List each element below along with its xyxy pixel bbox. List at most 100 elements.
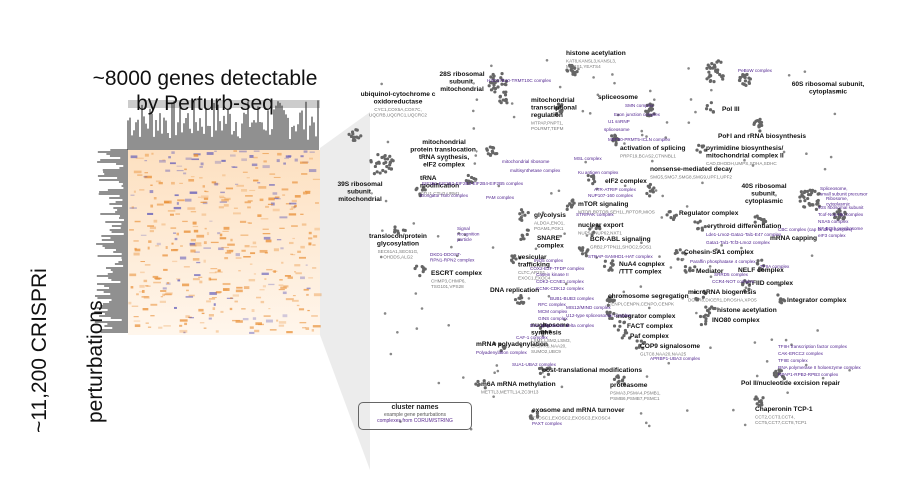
- scatter-point: [496, 79, 500, 83]
- scatter-point: [538, 326, 543, 330]
- scatter-point: [693, 265, 697, 269]
- cluster-label: Pol I and rRNA biosynthesis: [718, 133, 806, 140]
- cluster-name: mRNA polyadenylation: [476, 341, 548, 348]
- scatter-point: [616, 328, 620, 332]
- cluster-name: erythroid differentiation: [707, 223, 781, 230]
- complex-name: Spliceosome,: [820, 186, 848, 191]
- complex-label: APRBP1-UBA3 complex: [650, 356, 701, 361]
- scatter-point: [714, 69, 718, 73]
- complex-label: PAXT complex: [532, 421, 563, 426]
- cluster-name: glycosylation: [377, 241, 419, 248]
- scatter-point: [648, 102, 652, 106]
- scatter-point: [703, 322, 708, 326]
- scatter-point: [517, 296, 521, 300]
- cluster-name: cytoplasmic: [745, 198, 783, 205]
- scatter-point: [495, 151, 499, 156]
- cluster-name: Integrator complex: [787, 297, 847, 304]
- complex-label: CBC complex (cap binding complex): [778, 227, 853, 232]
- scatter-point: [519, 208, 524, 212]
- scatter-point: [704, 317, 708, 321]
- scatter-point: [496, 369, 500, 373]
- complex-name: U1 snRNP: [608, 119, 630, 124]
- scatter-point: [639, 285, 643, 288]
- scatter-point: [526, 210, 530, 215]
- cluster-name: Paf complex: [630, 333, 669, 340]
- scatter-point: [623, 328, 628, 333]
- scatter-point: [814, 207, 819, 211]
- perturbations-line-2: perturbations: [84, 300, 107, 423]
- scatter-point: [833, 215, 837, 220]
- scatter-point: [848, 368, 851, 372]
- scatter-point: [665, 213, 669, 217]
- scatter-point: [758, 117, 762, 121]
- cluster-name: histone acetylation: [717, 307, 777, 314]
- cluster-name: subunit,: [449, 79, 475, 86]
- scatter-point: [651, 159, 654, 163]
- scatter-point: [525, 232, 529, 237]
- scatter-point: [486, 152, 490, 156]
- scatter-point: [560, 385, 564, 389]
- complex-label: TFIIA complex: [760, 264, 790, 269]
- complex-name: NUP107-160 complex: [588, 193, 634, 198]
- cluster-genes: MTPAP,PNPT1,: [531, 121, 563, 126]
- scatter-point: [639, 339, 643, 343]
- scatter-point: [418, 192, 422, 196]
- cluster-name: NuA4 complex: [619, 261, 665, 268]
- scatter-point: [403, 228, 407, 233]
- scatter-point: [623, 184, 627, 188]
- cluster-name: pyrimidine biosynthesis/: [706, 145, 783, 152]
- cluster-name: microRNA biogenesis: [688, 289, 757, 296]
- cluster-label: Chaperonin TCP-1 CCT2,CCT3,CCT4,CCT5,CCT7…: [755, 406, 813, 425]
- scatter-point: [649, 113, 653, 117]
- cluster-name: mitochondrial: [338, 196, 382, 203]
- complex-label: Casein kinase II: [536, 272, 569, 277]
- scatter-point: [623, 142, 626, 145]
- scatter-point: [743, 158, 746, 162]
- scatter-point: [683, 269, 687, 273]
- legend-complexes: complexes from CORUM/STRING: [377, 418, 453, 424]
- scatter-point: [705, 66, 709, 70]
- scatter-point: [758, 216, 762, 221]
- scatter-point: [596, 93, 600, 97]
- scatter-point: [732, 408, 735, 412]
- cluster-genes: POLRMT,TEFM: [531, 126, 564, 131]
- scatter-point: [611, 259, 615, 263]
- complex-label: CAK-ERCC2 complex: [778, 351, 824, 356]
- scatter-point: [530, 417, 534, 421]
- complex-name: TFIIA complex: [760, 264, 790, 269]
- scatter-point: [393, 228, 397, 232]
- scatter-point: [721, 74, 725, 78]
- scatter-point: [651, 190, 655, 194]
- scatter-point: [648, 182, 653, 187]
- cluster-label: Pol III: [722, 106, 740, 113]
- complex-label: Exon junction complex: [614, 112, 661, 117]
- scatter-point: [476, 379, 480, 384]
- scatter-point: [580, 252, 585, 256]
- complex-name: mitochondrial ribosome: [502, 159, 550, 164]
- scatter-point: [784, 338, 788, 342]
- scatter-point: [489, 75, 493, 79]
- scatter-point: [715, 60, 719, 64]
- complex-name: recognition: [457, 232, 480, 237]
- scatter-point: [783, 299, 787, 303]
- cluster-name: eIF2 complex: [605, 178, 647, 185]
- scatter-point: [474, 154, 478, 157]
- scatter-point: [349, 134, 354, 139]
- complex-name: INO5 complex: [534, 258, 564, 263]
- scatter-point: [747, 81, 752, 85]
- scatter-point: [703, 224, 707, 229]
- legend-box: cluster names example gene perturbations…: [358, 402, 472, 430]
- scatter-point: [505, 101, 509, 105]
- scatter-point: [611, 263, 615, 267]
- scatter-point: [542, 375, 546, 379]
- complex-label: EIF2B1-EIF2B2-EIF2B3-EIF2B4-EIF2B5 compl…: [422, 181, 524, 186]
- cluster-label: histone acetylation: [717, 307, 777, 314]
- cluster-name: TFIID complex: [748, 280, 793, 287]
- scatter-point: [554, 112, 558, 117]
- scatter-point: [558, 109, 562, 114]
- complex-label: SRRD5 complex: [714, 272, 749, 277]
- scatter-point: [595, 256, 598, 259]
- scatter-point: [709, 346, 712, 350]
- cluster-name: trafficking: [518, 262, 550, 269]
- cluster-label: Mediator: [696, 268, 724, 275]
